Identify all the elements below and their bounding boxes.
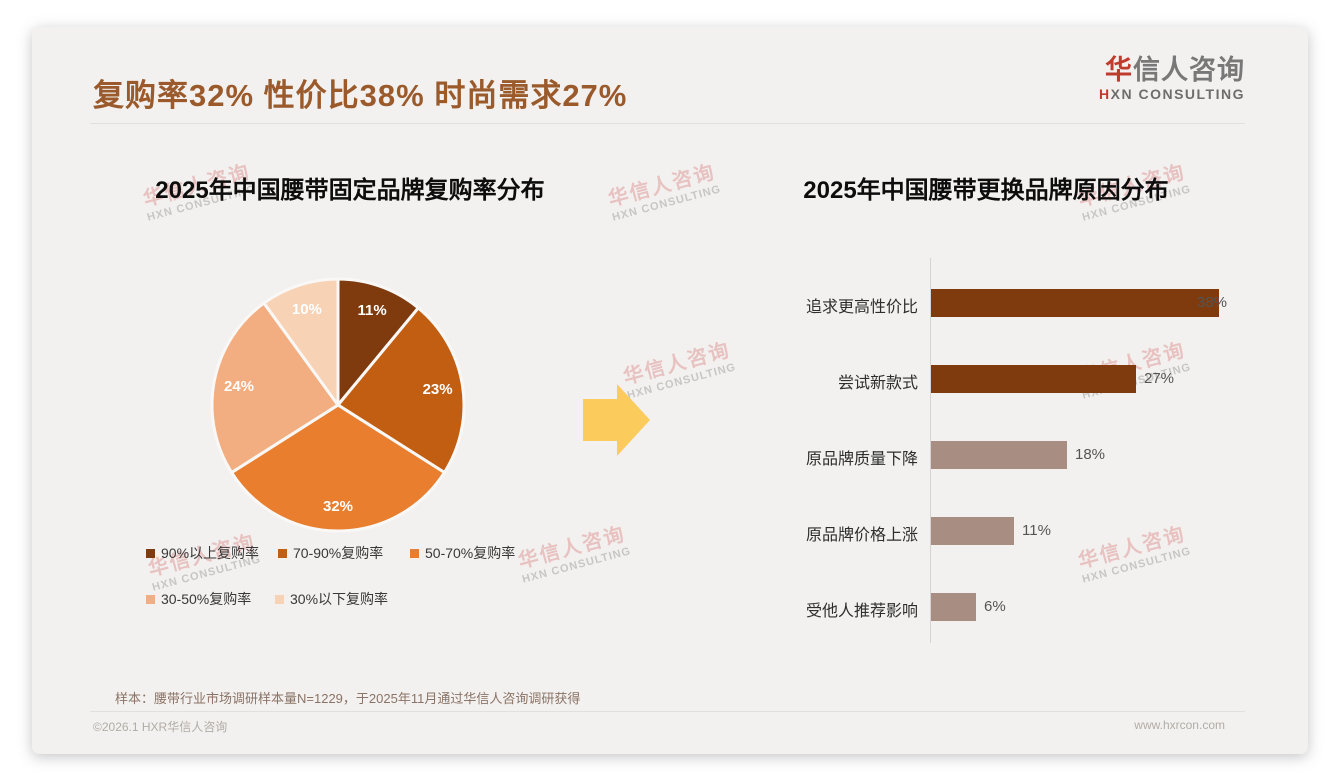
page-title: 复购率32% 性价比38% 时尚需求27% xyxy=(93,78,628,113)
pie-slice-label: 11% xyxy=(357,302,386,319)
bar-value-label: 11% xyxy=(1022,522,1051,539)
pie-slice-label: 24% xyxy=(224,378,254,395)
pie-slice xyxy=(262,277,340,407)
legend-item: 70-90%复购率 xyxy=(278,544,383,562)
bar-category-label: 原品牌价格上涨 xyxy=(805,527,918,544)
legend-marker xyxy=(146,548,155,558)
bar-value-label: 18% xyxy=(1075,446,1106,463)
bar xyxy=(931,441,1067,469)
sample-note: 样本：腰带行业市场调研样本量N=1229，于2025年11月通过华信人咨询调研获… xyxy=(115,691,581,706)
pie-slice-label: 10% xyxy=(292,301,322,318)
legend-label: 30%以下复购率 xyxy=(290,591,389,607)
legend-marker xyxy=(410,548,419,558)
bar-category-label: 追求更高性价比 xyxy=(805,299,918,316)
legend-label: 90%以上复购率 xyxy=(161,545,260,561)
footer-copyright: ©2026.1 HXR华信人咨询 xyxy=(93,720,228,734)
pie-chart-title: 2025年中国腰带固定品牌复购率分布 xyxy=(155,177,545,204)
legend-item: 30%以下复购率 xyxy=(275,590,388,608)
legend-marker xyxy=(278,548,287,558)
bar-category-label: 受他人推荐影响 xyxy=(805,603,918,620)
legend-marker xyxy=(275,594,284,604)
bar-value-label: 27% xyxy=(1144,370,1175,387)
legend-label: 50-70%复购率 xyxy=(425,545,516,561)
bar-category-label: 尝试新款式 xyxy=(837,375,918,392)
logo-chinese-text: 华信人咨询 xyxy=(1105,55,1245,85)
legend-label: 30-50%复购率 xyxy=(161,591,252,607)
pie-slice xyxy=(336,277,420,407)
bar xyxy=(931,365,1136,393)
pie-slice xyxy=(336,306,466,475)
bar xyxy=(931,289,1219,317)
company-logo: 华信人咨询 HXN CONSULTING xyxy=(1000,55,1245,102)
bar-value-label: 6% xyxy=(984,598,1006,615)
bar-chart-title: 2025年中国腰带更换品牌原因分布 xyxy=(803,177,1169,204)
legend-item: 30-50%复购率 xyxy=(146,590,251,608)
bar-chart-axis xyxy=(930,258,931,643)
pie-slice-label: 32% xyxy=(323,498,353,515)
bar xyxy=(931,593,976,621)
pie-slice-label: 23% xyxy=(423,381,453,398)
pie-slice xyxy=(210,301,340,475)
bar-value-label: 38% xyxy=(1197,294,1228,311)
pie-slice xyxy=(230,403,446,533)
legend-item: 90%以上复购率 xyxy=(146,544,259,562)
legend-marker xyxy=(146,594,155,604)
header-divider xyxy=(90,123,1245,124)
footer-website: www.hxrcon.com xyxy=(1134,718,1225,732)
pie-chart: 11% 23% 32% 24% 10% xyxy=(210,277,466,533)
bar xyxy=(931,517,1014,545)
legend-label: 70-90%复购率 xyxy=(293,545,384,561)
bar-category-label: 原品牌质量下降 xyxy=(805,451,918,468)
logo-english-text: HXN CONSULTING xyxy=(1099,85,1245,102)
legend-item: 50-70%复购率 xyxy=(410,544,515,562)
right-arrow-icon xyxy=(583,384,650,456)
footer-divider xyxy=(90,711,1245,712)
